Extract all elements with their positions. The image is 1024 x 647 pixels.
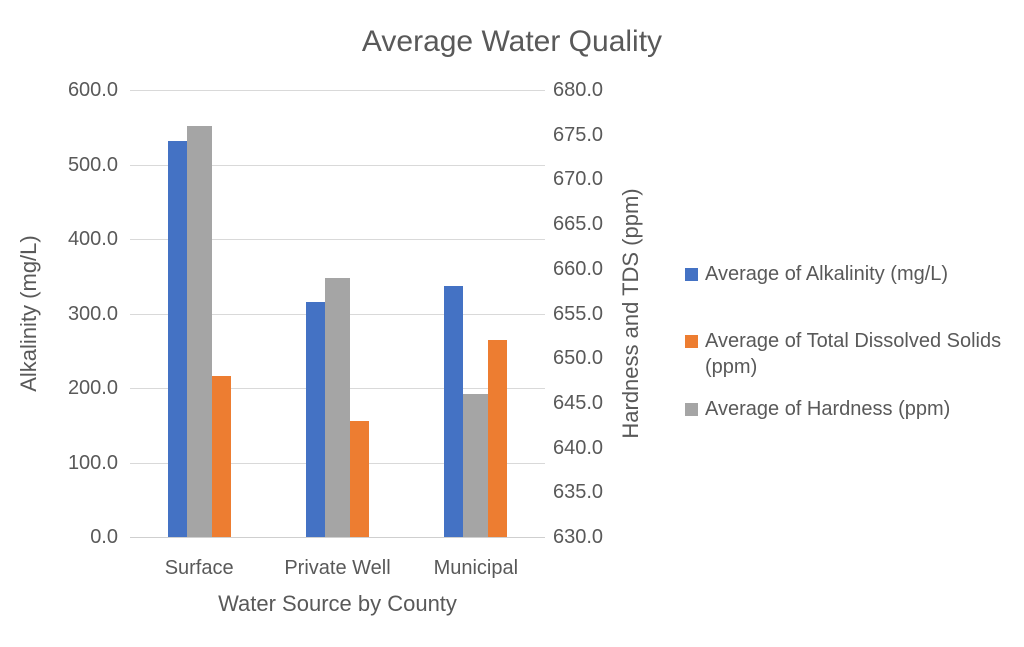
legend: Average of Alkalinity (mg/L) Average of T… <box>685 0 1017 647</box>
category-label-surface: Surface <box>164 557 234 579</box>
left-tick-label: 500.0 <box>67 153 118 176</box>
bar-total-dissolved-solids-surface <box>211 376 231 537</box>
chart-title: Average Water Quality <box>361 25 663 58</box>
legend-swatch-alkalinity <box>685 268 698 281</box>
bar-alkalinity-private-well <box>306 302 325 537</box>
right-tick-label: 675.0 <box>553 123 604 146</box>
legend-label: Average of Total Dissolved Solids (ppm) <box>705 330 1002 378</box>
left-tick-label: 400.0 <box>67 228 118 250</box>
legend-swatch-hardness <box>685 403 698 416</box>
right-tick-label: 655.0 <box>553 302 604 325</box>
right-tick-label: 680.0 <box>553 79 604 101</box>
bar-alkalinity-municipal <box>444 285 464 537</box>
right-tick-label: 665.0 <box>553 213 604 236</box>
gridline <box>130 239 545 240</box>
left-tick-label: 100.0 <box>67 451 118 474</box>
plot-area <box>130 90 545 538</box>
left-tick-label: 600.0 <box>67 79 118 101</box>
right-tick-label: 645.0 <box>553 391 604 414</box>
right-tick-label: 635.0 <box>553 481 604 504</box>
right-axis-title: Hardness and TDS (ppm) <box>618 188 643 439</box>
legend-item-alkalinity: Average of Alkalinity (mg/L) <box>685 261 1007 287</box>
gridline <box>130 90 545 91</box>
category-label-municipal: Municipal <box>433 557 519 579</box>
bar-total-dissolved-solids-private-well <box>350 420 369 537</box>
category-label-private-well: Private Well <box>284 557 391 579</box>
bar-alkalinity-surface <box>167 140 187 537</box>
bar-hardness-surface <box>186 125 212 537</box>
left-tick-label: 200.0 <box>67 377 118 399</box>
legend-item-hardness: Average of Hardness (ppm) <box>685 396 1007 422</box>
legend-label: Average of Hardness (ppm) <box>705 398 951 420</box>
right-tick-label: 640.0 <box>553 436 604 459</box>
left-axis-title: Alkalinity (mg/L) <box>16 235 41 392</box>
bar-total-dissolved-solids-municipal <box>488 340 508 537</box>
left-tick-label: 300.0 <box>67 302 118 325</box>
left-tick-label: 0.0 <box>90 526 118 548</box>
right-tick-label: 650.0 <box>553 347 604 370</box>
legend-item-total-dissolved-solids: Average of Total Dissolved Solids (ppm) <box>685 328 1007 380</box>
right-tick-label: 630.0 <box>553 526 604 548</box>
bar-hardness-private-well <box>325 277 350 537</box>
x-axis-line <box>130 537 545 538</box>
bar-hardness-municipal <box>463 393 489 537</box>
gridline <box>130 164 545 166</box>
x-axis-title: Water Source by County <box>218 591 457 616</box>
right-tick-label: 660.0 <box>553 257 604 280</box>
legend-label: Average of Alkalinity (mg/L) <box>705 263 949 285</box>
legend-swatch-total-dissolved-solids <box>685 335 698 348</box>
right-tick-label: 670.0 <box>553 168 604 191</box>
